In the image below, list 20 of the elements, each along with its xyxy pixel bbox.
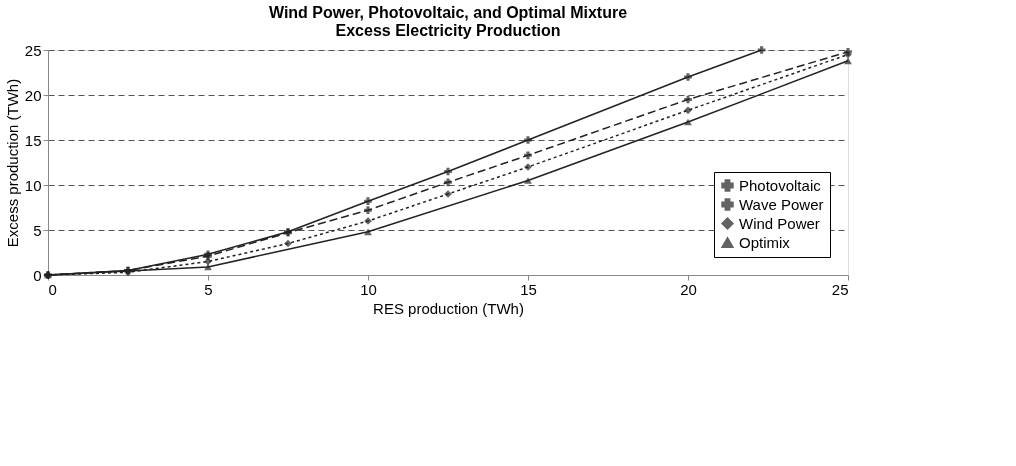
y-tick-label: 5	[33, 221, 42, 239]
x-tick-label: 10	[360, 280, 377, 298]
text: Wind Power, Photovoltaic, and Optimal Mixture	[268, 4, 628, 21]
y-tick-label: 15	[24, 131, 42, 149]
legend-label: Wave Power	[739, 195, 824, 213]
legend-label: Optimix	[739, 233, 791, 251]
text: Excess Electricity Production	[335, 22, 561, 39]
y-tick-label: 0	[33, 266, 42, 284]
x-tick-label: 15	[520, 280, 537, 298]
legend-label: Wind Power	[739, 214, 820, 232]
y-tick-label: 20	[24, 86, 42, 104]
x-tick-label: 25	[831, 280, 849, 298]
x-tick-label: 0	[48, 280, 57, 298]
x-tick-label: 5	[204, 280, 213, 298]
x-axis-title: RES production (TWh)	[373, 299, 524, 317]
y-axis-title: Excess production (TWh)	[3, 78, 21, 248]
legend-label: Photovoltaic	[739, 176, 822, 194]
y-tick-label: 10	[24, 176, 42, 194]
x-tick-label: 20	[680, 280, 697, 298]
y-tick-label: 25	[24, 41, 42, 59]
